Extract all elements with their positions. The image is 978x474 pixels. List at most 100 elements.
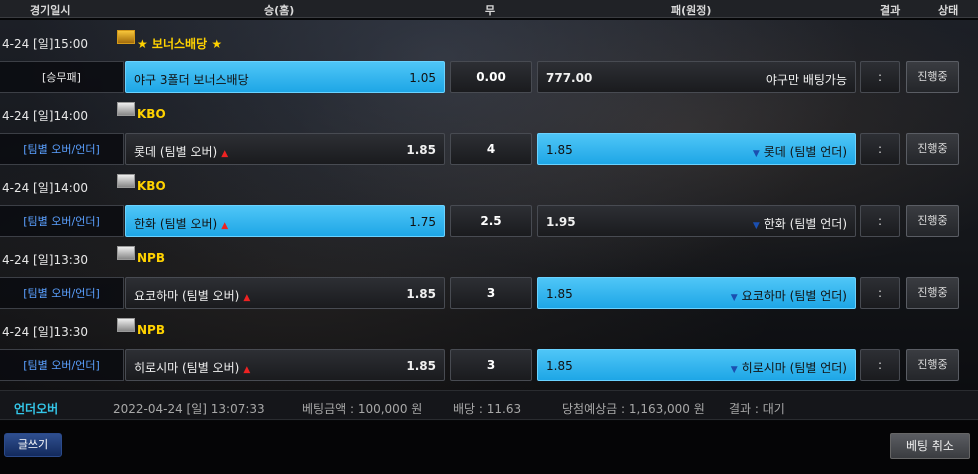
arrow-down-icon: ▼ <box>752 149 760 159</box>
home-label: 요코하마 (팀별 오버) <box>134 289 240 303</box>
bet-summary: 언더오버 2022-04-24 [일] 13:07:33 베팅금액 : 100,… <box>0 390 978 420</box>
header-home: 승(홈) <box>264 4 295 17</box>
game-datetime: 4-24 [일]13:30 <box>2 253 89 267</box>
away-odds: 1.95 <box>546 215 576 229</box>
away-odds-button[interactable]: 1.85 ▼ 요코하마 (팀별 언더) <box>537 277 856 309</box>
draw-odds-button[interactable]: 0.00 <box>450 61 532 93</box>
league-row: 4-24 [일]13:30 NPB <box>0 315 978 345</box>
league-name: KBO <box>137 179 166 193</box>
summary-expected-win: 당첨예상금 : 1,163,000 원 <box>562 402 705 416</box>
result-cell: : <box>860 205 900 237</box>
game-row: [팀별 오버/언더] 한화 (팀별 오버) ▲ 1.75 2.5 1.95 ▼ 한화… <box>0 205 978 241</box>
header-away: 패(원정) <box>671 4 712 17</box>
bet-type: [팀별 오버/언더] <box>0 205 124 237</box>
draw-odds-button[interactable]: 2.5 <box>450 205 532 237</box>
arrow-down-icon: ▼ <box>730 293 738 303</box>
away-label: 요코하마 (팀별 언더) <box>741 289 847 303</box>
league-name: NPB <box>137 251 165 265</box>
arrow-up-icon: ▲ <box>243 365 251 375</box>
league-name: ★ 보너스배당 ★ <box>137 37 223 51</box>
write-button[interactable]: 글쓰기 <box>4 433 62 457</box>
cancel-bet-button[interactable]: 베팅 취소 <box>890 433 970 459</box>
game-datetime: 4-24 [일]15:00 <box>2 37 89 51</box>
home-odds-button[interactable]: 야구 3폴더 보너스배당 1.05 <box>125 61 445 93</box>
bet-type: [팀별 오버/언더] <box>0 349 124 381</box>
draw-odds-button[interactable]: 3 <box>450 277 532 309</box>
home-label: 한화 (팀별 오버) <box>134 217 218 231</box>
arrow-up-icon: ▲ <box>221 221 229 231</box>
home-odds: 1.85 <box>406 359 436 373</box>
league-row: 4-24 [일]13:30 NPB <box>0 243 978 273</box>
arrow-down-icon: ▼ <box>730 365 738 375</box>
result-cell: : <box>860 61 900 93</box>
away-odds: 1.85 <box>546 359 573 373</box>
summary-datetime: 2022-04-24 [일] 13:07:33 <box>113 402 265 416</box>
arrow-up-icon: ▲ <box>243 293 251 303</box>
home-odds-button[interactable]: 히로시마 (팀별 오버) ▲ 1.85 <box>125 349 445 381</box>
away-odds-button[interactable]: 777.00 야구만 배팅가능 <box>537 61 856 93</box>
bottom-bar: 글쓰기 베팅 취소 <box>0 421 978 474</box>
game-row: [팀별 오버/언더] 히로시마 (팀별 오버) ▲ 1.85 3 1.85 ▼ 히로… <box>0 349 978 385</box>
home-odds-button[interactable]: 롯데 (팀별 오버) ▲ 1.85 <box>125 133 445 165</box>
away-label: 히로시마 (팀별 언더) <box>741 361 847 375</box>
home-label: 야구 3폴더 보너스배당 <box>134 73 249 87</box>
away-label: 한화 (팀별 언더) <box>763 217 847 231</box>
game-datetime: 4-24 [일]14:00 <box>2 181 89 195</box>
draw-odds-button[interactable]: 4 <box>450 133 532 165</box>
kbo-icon <box>117 102 135 116</box>
game-row: [팀별 오버/언더] 롯데 (팀별 오버) ▲ 1.85 4 1.85 ▼ 롯데 (… <box>0 133 978 169</box>
away-odds-button[interactable]: 1.95 ▼ 한화 (팀별 언더) <box>537 205 856 237</box>
league-name: NPB <box>137 323 165 337</box>
header-result: 결과 <box>880 4 901 17</box>
result-cell: : <box>860 277 900 309</box>
home-label: 히로시마 (팀별 오버) <box>134 361 240 375</box>
result-cell: : <box>860 349 900 381</box>
draw-odds-button[interactable]: 3 <box>450 349 532 381</box>
away-odds-button[interactable]: 1.85 ▼ 히로시마 (팀별 언더) <box>537 349 856 381</box>
npb-icon <box>117 246 135 260</box>
game-datetime: 4-24 [일]13:30 <box>2 325 89 339</box>
status-button[interactable]: 진행중 <box>906 349 959 381</box>
kbo-icon <box>117 174 135 188</box>
bet-type: [승무패] <box>0 61 124 93</box>
away-label: 야구만 배팅가능 <box>765 73 847 87</box>
bet-type: [팀별 오버/언더] <box>0 277 124 309</box>
arrow-down-icon: ▼ <box>752 221 760 231</box>
status-button[interactable]: 진행중 <box>906 133 959 165</box>
away-label: 롯데 (팀별 언더) <box>763 145 847 159</box>
header-status: 상태 <box>938 4 959 17</box>
bet-type: [팀별 오버/언더] <box>0 133 124 165</box>
league-name: KBO <box>137 107 166 121</box>
summary-bet-type: 언더오버 <box>14 402 59 416</box>
away-odds-button[interactable]: 1.85 ▼ 롯데 (팀별 언더) <box>537 133 856 165</box>
home-odds: 1.85 <box>406 143 436 157</box>
table-header: 경기일시 승(홈) 무 패(원정) 결과 상태 <box>0 0 978 18</box>
away-odds: 1.85 <box>546 143 573 157</box>
arrow-up-icon: ▲ <box>221 149 229 159</box>
game-datetime: 4-24 [일]14:00 <box>2 109 89 123</box>
bonus-icon <box>117 30 135 44</box>
status-button[interactable]: 진행중 <box>906 277 959 309</box>
summary-odds: 배당 : 11.63 <box>453 402 522 416</box>
result-cell: : <box>860 133 900 165</box>
status-button[interactable]: 진행중 <box>906 205 959 237</box>
home-odds: 1.75 <box>409 215 436 229</box>
league-row: 4-24 [일]15:00 ★ 보너스배당 ★ <box>0 27 978 57</box>
header-draw: 무 <box>485 4 496 17</box>
home-odds-button[interactable]: 요코하마 (팀별 오버) ▲ 1.85 <box>125 277 445 309</box>
away-odds: 1.85 <box>546 287 573 301</box>
league-row: 4-24 [일]14:00 KBO <box>0 171 978 201</box>
summary-result: 결과 : 대기 <box>729 402 785 416</box>
summary-bet-amount: 베팅금액 : 100,000 원 <box>302 402 423 416</box>
home-odds: 1.05 <box>409 71 436 85</box>
home-label: 롯데 (팀별 오버) <box>134 145 218 159</box>
status-button[interactable]: 진행중 <box>906 61 959 93</box>
npb-icon <box>117 318 135 332</box>
home-odds: 1.85 <box>406 287 436 301</box>
home-odds-button[interactable]: 한화 (팀별 오버) ▲ 1.75 <box>125 205 445 237</box>
game-row: [팀별 오버/언더] 요코하마 (팀별 오버) ▲ 1.85 3 1.85 ▼ 요코… <box>0 277 978 313</box>
away-odds: 777.00 <box>546 71 593 85</box>
header-time: 경기일시 <box>30 4 71 17</box>
league-row: 4-24 [일]14:00 KBO <box>0 99 978 129</box>
game-row: [승무패] 야구 3폴더 보너스배당 1.05 0.00 777.00 야구만 … <box>0 61 978 97</box>
